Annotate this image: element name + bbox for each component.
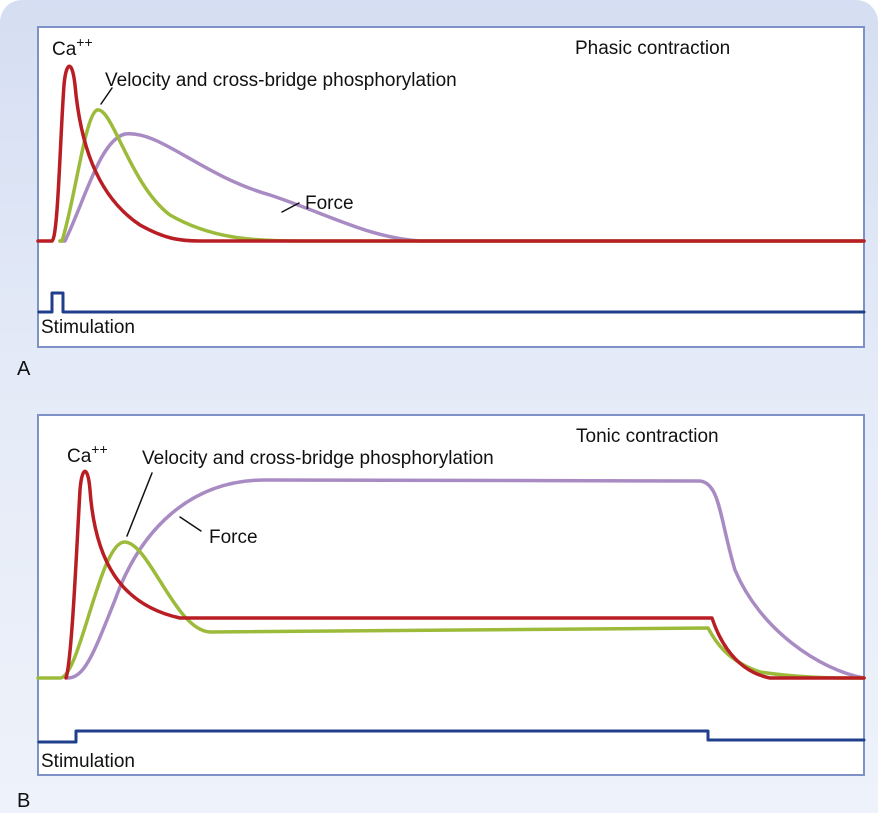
a-title: Phasic contraction xyxy=(575,38,730,59)
a-force-leader xyxy=(281,202,300,213)
a-velocity-curve xyxy=(58,108,866,243)
a-force-label: Force xyxy=(305,193,354,214)
panel-a-frame xyxy=(37,26,865,348)
panel-a-letter: A xyxy=(17,358,31,380)
b-force-curve xyxy=(66,478,866,680)
a-stimulation-label: Stimulation xyxy=(41,317,135,338)
b-title: Tonic contraction xyxy=(576,426,719,447)
b-calcium-curve xyxy=(64,469,866,680)
a-calcium-label: Ca++ xyxy=(52,34,93,60)
b-stimulation-label: Stimulation xyxy=(41,751,135,772)
panel-b-frame xyxy=(37,414,865,776)
a-stimulation-trace xyxy=(37,291,866,314)
a-velocity-label: Velocity and cross-bridge phosphorylatio… xyxy=(105,70,457,91)
b-force-leader xyxy=(179,516,202,532)
b-stimulation-trace xyxy=(37,729,866,744)
b-calcium-label: Ca++ xyxy=(67,441,108,467)
a-velocity-leader xyxy=(100,87,113,105)
b-force-label: Force xyxy=(209,527,258,548)
a-force-curve xyxy=(58,132,866,243)
panel-b-letter: B xyxy=(17,790,31,812)
b-velocity-curve xyxy=(36,540,866,680)
b-velocity-label: Velocity and cross-bridge phosphorylatio… xyxy=(142,448,494,469)
a-calcium-curve xyxy=(36,64,866,243)
b-velocity-leader xyxy=(126,472,153,537)
